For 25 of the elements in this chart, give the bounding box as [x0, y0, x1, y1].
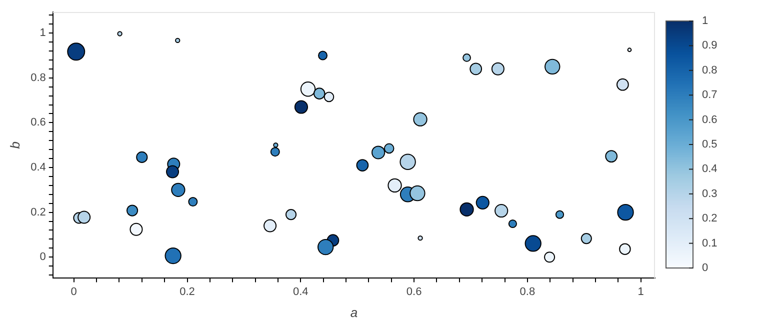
- y-tick-label: 0.2: [30, 206, 46, 218]
- color-bar-label: 1: [702, 15, 708, 28]
- color-bar-label: 0.3: [702, 188, 718, 200]
- color-bar-label: 0: [702, 262, 708, 274]
- color-bar-label: 0.5: [702, 138, 718, 151]
- y-tick-label: 0.8: [30, 72, 46, 84]
- x-tick-label: 0.8: [520, 286, 536, 298]
- x-tick-label: 1: [638, 286, 644, 298]
- x-axis-title: a: [350, 304, 358, 320]
- x-tick-label: 0.6: [406, 286, 422, 298]
- x-tick-label: 0.4: [293, 286, 308, 298]
- color-bar-label: 0.6: [702, 114, 718, 126]
- color-bar-label: 0.4: [702, 163, 718, 176]
- color-bar-label: 0.2: [702, 212, 718, 225]
- color-bar-label: 0.1: [702, 237, 718, 250]
- y-tick-label: 0.4: [30, 162, 46, 174]
- x-tick-label: 0.2: [180, 286, 195, 298]
- y-tick-label: 1: [40, 27, 46, 40]
- y-tick-label: 0: [40, 251, 46, 264]
- color-bar-label: 0.7: [702, 89, 718, 102]
- y-tick-label: 0.6: [30, 116, 46, 129]
- color-bar-label: 0.8: [702, 64, 718, 76]
- x-tick-label: 0: [70, 286, 77, 298]
- y-axis-title: b: [7, 141, 22, 149]
- color-bar-label: 0.9: [702, 40, 718, 52]
